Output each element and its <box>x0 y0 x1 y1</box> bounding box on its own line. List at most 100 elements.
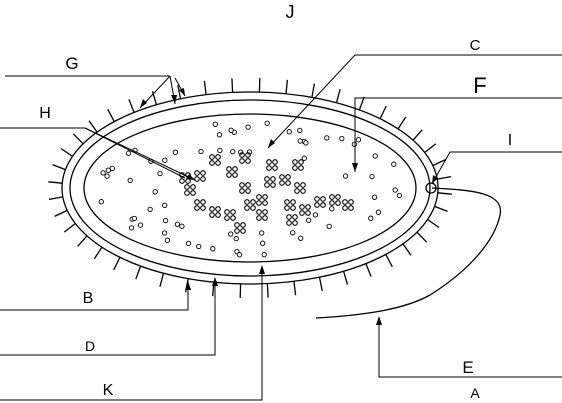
cell-membrane <box>69 99 431 277</box>
nucleoid-cluster <box>209 154 221 166</box>
ribosome <box>306 217 312 223</box>
nucleoid-cluster <box>256 194 268 206</box>
label-h: H <box>39 105 51 122</box>
leader-h <box>0 127 196 181</box>
ribosome <box>147 206 153 213</box>
nucleoid-loop <box>209 160 215 166</box>
nucleoid-loop <box>240 228 246 234</box>
nucleoid-loop <box>256 200 262 206</box>
arrowhead-g-1 <box>140 99 147 108</box>
nucleoid-loop <box>226 166 232 172</box>
nucleoid-loop <box>264 182 270 188</box>
pilus <box>412 129 423 141</box>
pilus <box>52 163 66 171</box>
nucleoid-loop <box>285 180 291 186</box>
ribosome <box>368 215 374 221</box>
nucleoid-loop <box>270 182 276 188</box>
ribosome <box>326 223 332 230</box>
nucleoid-loop <box>256 194 262 200</box>
nucleoid-cluster <box>256 209 268 221</box>
ribosome <box>174 221 181 227</box>
nucleoid-cluster <box>209 206 221 218</box>
pilus <box>93 246 103 260</box>
pilus <box>402 243 412 256</box>
pilus <box>60 147 73 157</box>
ribosome <box>297 127 303 134</box>
nucleoid-cluster <box>342 199 354 211</box>
label-e: E <box>462 358 473 377</box>
nucleoid-loop <box>200 205 206 211</box>
ribosome <box>351 141 358 147</box>
leader-b <box>0 283 189 311</box>
nucleoid-cluster <box>194 170 206 182</box>
nucleoid-loop <box>292 214 298 220</box>
pilus <box>424 143 437 154</box>
nucleoid-loop <box>209 212 215 218</box>
label-g: G <box>65 54 78 73</box>
nucleoid-loop <box>190 184 196 190</box>
pilus <box>77 235 88 247</box>
label-c: C <box>470 37 481 54</box>
ribosome <box>212 121 218 127</box>
ribosome <box>236 252 243 258</box>
nucleoid-loop <box>250 199 256 205</box>
basal-body <box>425 182 437 194</box>
ribosome <box>104 173 110 179</box>
nucleoid-cluster <box>234 222 246 234</box>
ribosome <box>298 235 304 241</box>
nucleoid-loop <box>230 209 236 215</box>
arrowhead-e <box>376 316 382 325</box>
arrowhead-i <box>432 175 438 184</box>
pilus <box>48 196 63 201</box>
arrowhead-d <box>212 277 218 286</box>
pilus <box>358 96 365 111</box>
pilus <box>437 192 452 195</box>
leader-h-2 <box>84 127 186 179</box>
nucleoid-loop <box>200 176 206 182</box>
label-k: K <box>103 382 114 399</box>
ribosome <box>98 199 104 205</box>
label-i: I <box>508 132 512 149</box>
leader-i <box>431 151 562 185</box>
nucleoid-loop <box>299 204 305 210</box>
ribosome <box>127 177 133 184</box>
nucleoid-loop <box>209 154 215 160</box>
ribosome <box>228 231 234 237</box>
ribosome <box>162 202 168 209</box>
ribosome <box>217 147 223 154</box>
pilus <box>335 89 341 103</box>
ribosome <box>128 225 135 231</box>
nucleoid-loop <box>209 206 215 212</box>
pilus <box>432 159 446 167</box>
ribosome <box>198 148 204 155</box>
pilus <box>88 120 98 133</box>
pilus <box>365 263 372 277</box>
nucleoid-cluster <box>194 199 206 211</box>
nucleoid-cluster <box>299 204 311 216</box>
arrowhead-h <box>186 174 195 180</box>
nucleoid-loop <box>194 205 200 211</box>
nucleoid-loop <box>224 209 230 215</box>
ribosome <box>100 170 106 176</box>
nucleoid-loop <box>299 210 305 216</box>
pilus <box>54 209 68 217</box>
nucleoid-loop <box>342 205 348 211</box>
nucleoid-loop <box>244 205 250 211</box>
ribosome <box>342 173 349 179</box>
nucleoid-loop <box>184 190 190 196</box>
ribosome <box>371 194 378 200</box>
nucleoid-loop <box>200 170 206 176</box>
ribosome <box>375 209 382 215</box>
nucleoid-loop <box>234 228 240 234</box>
ribosome <box>329 206 335 212</box>
nucleoid-loop <box>294 188 300 194</box>
pilus <box>416 231 428 243</box>
leader-c <box>267 54 562 149</box>
nucleoid-loop <box>279 174 285 180</box>
nucleoid-loop <box>184 184 190 190</box>
label-a: A <box>470 385 480 401</box>
ribosome <box>105 167 111 173</box>
leader-f <box>354 97 562 172</box>
ribosome <box>312 212 319 218</box>
pilus <box>203 80 207 95</box>
